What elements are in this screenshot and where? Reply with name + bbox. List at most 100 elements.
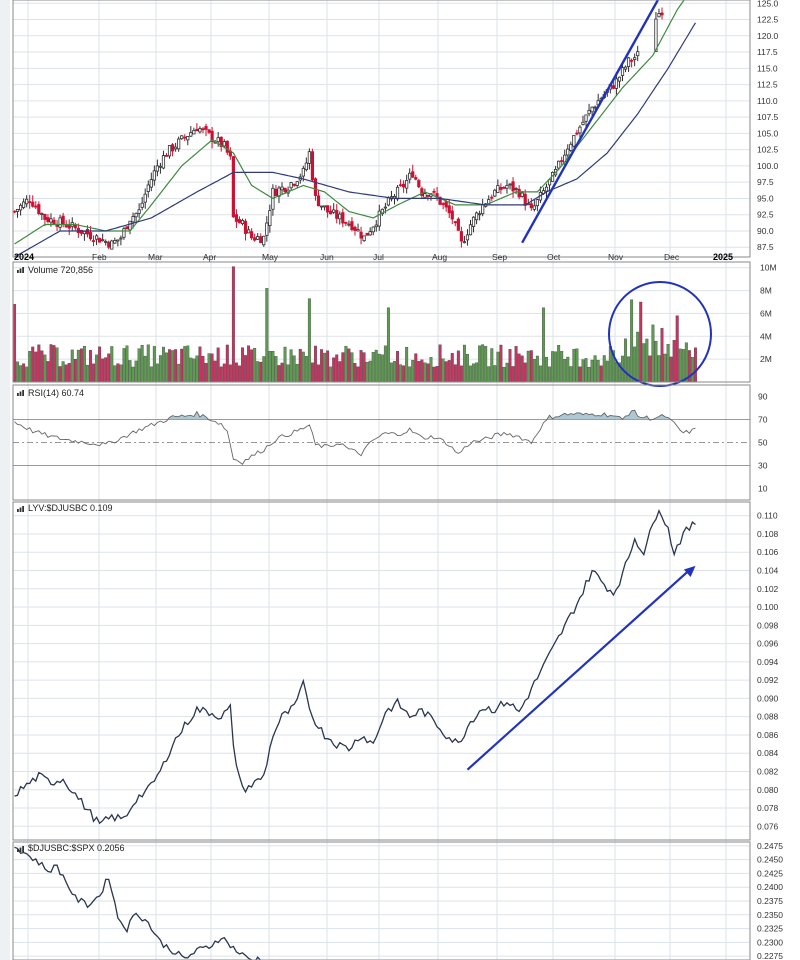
volume-bar <box>268 350 272 383</box>
price-candle-body <box>490 196 494 199</box>
volume-bar <box>429 357 433 383</box>
volume-bar <box>423 362 427 383</box>
price-candle-body <box>131 216 135 223</box>
price-candle-body <box>25 198 29 205</box>
volume-bar <box>386 307 390 383</box>
price-candle-body <box>544 186 549 192</box>
price-candle-body <box>253 237 257 241</box>
volume-tick-label: 2M <box>760 354 772 364</box>
volume-bar <box>265 288 269 383</box>
volume-bar <box>301 351 305 383</box>
price-candle-body <box>402 183 406 188</box>
price-candle-body <box>164 155 169 157</box>
price-tick-label: 117.5 <box>757 47 778 57</box>
volume-bar <box>560 351 564 383</box>
ratio2-tick-label: 0.2275 <box>757 951 783 960</box>
ratio-tick-label: 0.080 <box>757 785 779 795</box>
rsi-tick-label: 50 <box>758 438 768 448</box>
price-candle-body <box>405 180 409 189</box>
price-candle-body <box>216 137 220 142</box>
volume-bar <box>317 364 320 383</box>
volume-bar <box>690 357 694 383</box>
price-sma-slow-line <box>14 22 697 258</box>
volume-bar <box>405 347 409 383</box>
volume-bar <box>411 359 415 383</box>
volume-bar <box>341 352 345 383</box>
volume-bar <box>25 366 29 383</box>
price-candle-body <box>623 66 628 70</box>
price-candle-body <box>511 181 515 192</box>
price-tick-label: 107.5 <box>757 112 779 122</box>
volume-bar <box>310 362 314 383</box>
volume-bar <box>435 366 439 383</box>
price-candle-body <box>180 135 184 140</box>
price-candle-body <box>353 226 357 231</box>
volume-bar <box>304 356 308 383</box>
price-candle-body <box>295 181 299 186</box>
x-axis-label: Mar <box>148 252 163 262</box>
price-candle-body <box>350 221 354 231</box>
volume-bar <box>478 345 482 383</box>
x-axis-label: Oct <box>547 252 561 262</box>
price-candle-body <box>64 225 68 228</box>
price-candle-body <box>620 67 625 76</box>
price-tick-label: 112.5 <box>757 80 778 90</box>
price-candle-body <box>356 229 360 232</box>
volume-bar <box>587 366 591 383</box>
volume-bar <box>514 346 518 383</box>
price-candle-body <box>301 167 305 177</box>
price-candle-body <box>22 201 26 208</box>
volume-bar <box>238 365 241 383</box>
price-candle-body <box>630 59 634 62</box>
ratio2-panel-title: $DJUSBC:$SPX 0.2056 <box>28 843 125 853</box>
volume-bar <box>210 353 214 383</box>
volume-bar <box>104 357 108 383</box>
volume-bar <box>520 355 524 383</box>
volume-bar <box>517 353 521 383</box>
volume-bar <box>648 355 652 383</box>
price-candle-body <box>593 106 597 109</box>
volume-bar <box>155 363 159 383</box>
volume-bar <box>642 343 646 383</box>
ratio-tick-label: 0.092 <box>757 675 779 685</box>
rsi-line <box>14 409 696 465</box>
price-candle-body <box>31 201 35 207</box>
price-candle-body <box>240 220 245 225</box>
price-candle-body <box>225 140 229 153</box>
price-sma-fast-line <box>14 0 685 245</box>
x-axis-label: Jul <box>373 252 384 262</box>
price-candle-body <box>408 172 412 180</box>
ratio2-panel-frame <box>12 841 751 960</box>
volume-bar <box>557 345 561 383</box>
volume-bar <box>70 349 74 383</box>
price-candle-body <box>170 144 175 152</box>
price-candle-body <box>432 190 436 193</box>
volume-bar <box>599 365 603 383</box>
price-candle-body <box>140 202 144 208</box>
volume-bar <box>350 352 354 383</box>
volume-bar <box>630 299 634 383</box>
volume-bar <box>545 357 548 383</box>
volume-bar <box>122 348 126 383</box>
ratio-trend-arrowhead <box>683 565 696 577</box>
volume-bar <box>441 358 445 383</box>
volume-bar <box>73 358 77 383</box>
volume-bar <box>131 366 135 383</box>
volume-bar <box>204 363 208 383</box>
x-axis-label: Feb <box>92 252 107 262</box>
volume-bar <box>420 359 424 383</box>
ratio-tick-label: 0.104 <box>757 566 779 576</box>
price-candle-body <box>374 224 378 228</box>
volume-bar <box>523 362 527 383</box>
volume-bar <box>274 356 278 383</box>
price-candle-body <box>329 210 333 215</box>
volume-tick-label: 4M <box>760 331 772 341</box>
volume-bar <box>475 362 479 383</box>
price-candle-body <box>584 114 588 122</box>
volume-bar <box>95 354 99 383</box>
volume-bar <box>636 331 640 383</box>
volume-bar <box>624 338 627 383</box>
volume-bar <box>359 350 363 383</box>
x-axis-label: Dec <box>664 252 680 262</box>
